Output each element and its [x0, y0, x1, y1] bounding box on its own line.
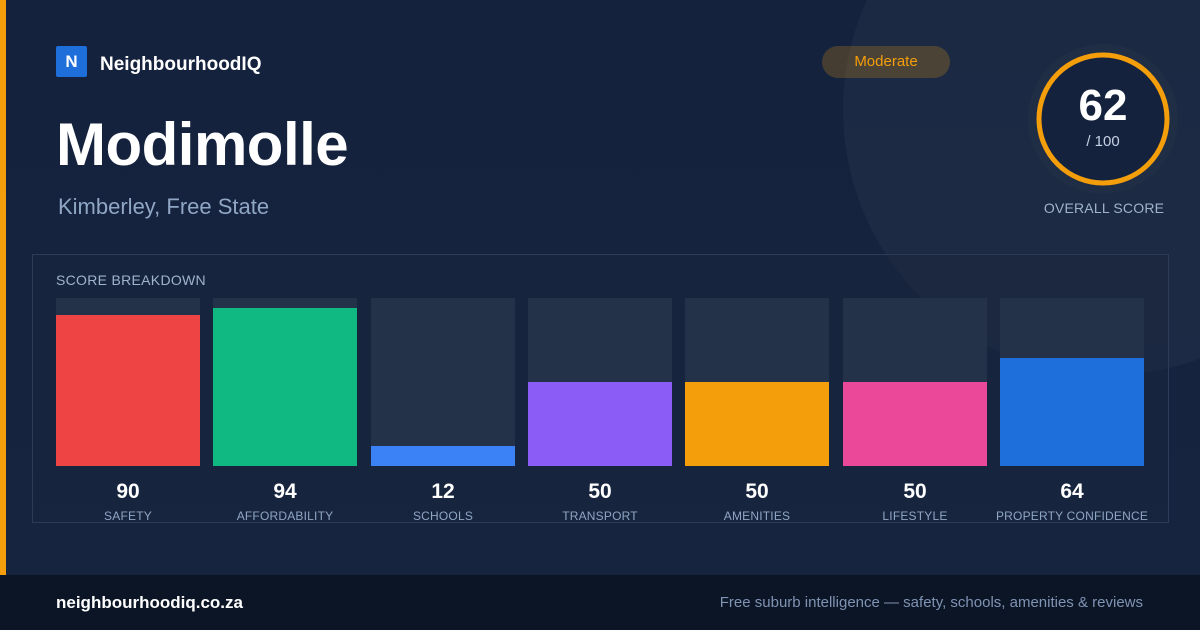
footer-url[interactable]: neighbourhoodiq.co.za [56, 593, 243, 612]
score-bar-track [56, 298, 200, 466]
suburb-location: Kimberley, Free State [58, 194, 270, 219]
overall-score-label: OVERALL SCORE [1043, 200, 1165, 216]
score-bar-track [213, 298, 357, 466]
score-bar-affordability: 94 AFFORDABILITY [213, 298, 357, 528]
score-bar-track [843, 298, 987, 466]
rating-badge: Moderate [822, 46, 950, 78]
overall-score-max: / 100 [1086, 133, 1120, 150]
score-bar-transport: 50 TRANSPORT [528, 298, 672, 528]
score-ring-graphic [1028, 44, 1178, 194]
score-bar-schools: 12 SCHOOLS [371, 298, 515, 528]
brand[interactable]: N NeighbourhoodIQ [56, 46, 261, 77]
score-bar-lifestyle: 50 LIFESTYLE [843, 298, 987, 528]
brand-logo-icon: N [56, 46, 87, 77]
score-bar-value: 64 [1060, 480, 1084, 503]
score-bar-track [371, 298, 515, 466]
score-bar-fill [685, 382, 829, 466]
score-bar-value: 90 [116, 480, 140, 503]
score-bar-track [528, 298, 672, 466]
score-bar-value: 50 [588, 480, 612, 503]
score-bar-label: AMENITIES [723, 509, 791, 523]
score-bar-fill [1000, 358, 1144, 466]
score-bar-label: TRANSPORT [562, 509, 638, 523]
score-ring-arc [1036, 52, 1170, 186]
score-bar-fill [843, 382, 987, 466]
score-bar-label: SAFETY [104, 509, 152, 523]
score-bar-fill [528, 382, 672, 466]
brand-name: NeighbourhoodIQ [100, 53, 262, 75]
overall-score-value: 62 [1078, 81, 1128, 130]
score-bar-value: 50 [903, 480, 927, 503]
score-bar-fill [213, 308, 357, 466]
score-bar-label: LIFESTYLE [882, 509, 948, 523]
suburb-title: Modimolle [56, 111, 349, 178]
overall-score-ring: 62 / 100 [1028, 44, 1178, 194]
score-bar-amenities: 50 AMENITIES [685, 298, 829, 528]
score-bar-track [685, 298, 829, 466]
score-bar-label: AFFORDABILITY [236, 509, 334, 523]
accent-bar [0, 0, 6, 575]
score-bar-value: 50 [745, 480, 769, 503]
score-bar-value: 12 [431, 480, 455, 503]
score-bar-track [1000, 298, 1144, 466]
score-bar-property-confidence: 64 PROPERTY CONFIDENCE [996, 298, 1148, 528]
score-bar-value: 94 [273, 480, 297, 503]
score-bar-safety: 90 SAFETY [56, 298, 200, 528]
score-bar-fill [56, 315, 200, 466]
footer: neighbourhoodiq.co.za Free suburb intell… [0, 575, 1200, 630]
score-breakdown-title: SCORE BREAKDOWN [56, 272, 206, 288]
score-bar-label: SCHOOLS [412, 509, 474, 523]
score-bar-fill [371, 446, 515, 466]
score-bar-label: PROPERTY CONFIDENCE [995, 509, 1149, 523]
footer-tagline: Free suburb intelligence — safety, schoo… [719, 594, 1143, 611]
